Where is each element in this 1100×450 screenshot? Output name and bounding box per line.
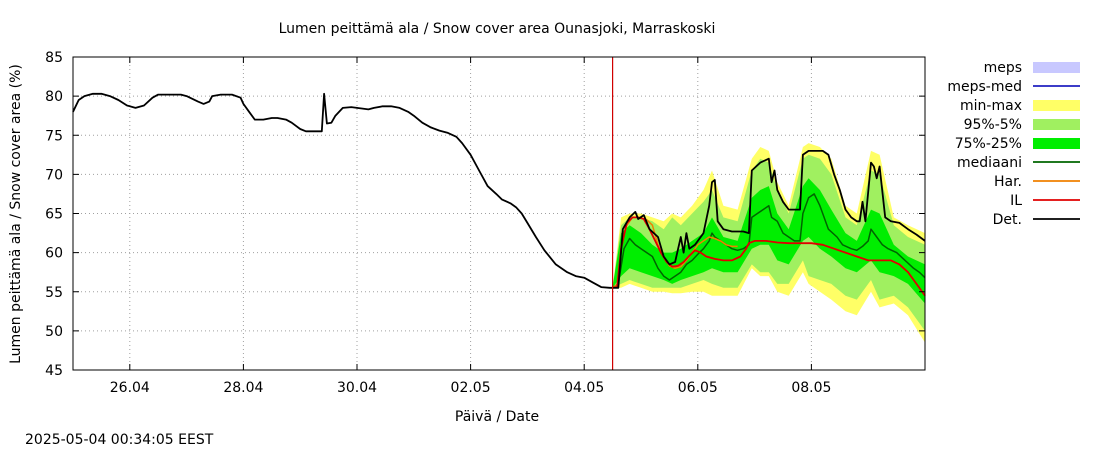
line-mediaani [612, 193, 926, 289]
timestamp: 2025-05-04 00:34:05 EEST [25, 432, 214, 448]
x-tick-label: 06.05 [678, 380, 718, 396]
line-det [612, 149, 926, 289]
legend-label-det: Det. [993, 212, 1022, 228]
y-tick-label: 50 [45, 324, 63, 340]
y-tick-label: 55 [45, 285, 63, 301]
x-tick-label: 04.05 [564, 380, 604, 396]
legend-label-har: Har. [994, 174, 1022, 190]
y-tick-label: 75 [45, 128, 63, 144]
y-tick-label: 65 [45, 207, 63, 223]
legend-swatch-min_max [1033, 100, 1080, 111]
legend-label-p75_25: 75%-25% [955, 136, 1022, 152]
y-tick-label: 80 [45, 89, 63, 105]
series-lines [72, 57, 926, 370]
legend-swatch-meps [1033, 62, 1080, 73]
y-tick-label: 70 [45, 167, 63, 183]
y-tick-label: 85 [45, 50, 63, 66]
legend: meps meps-med min-max 95%-5% 75%-25% mediaani… [947, 60, 1080, 228]
x-tick-label: 26.04 [110, 380, 150, 396]
x-tick-label: 08.05 [791, 380, 831, 396]
x-axis-label: Päivä / Date [455, 409, 539, 425]
line-observed [72, 92, 613, 289]
legend-label-il: IL [1010, 193, 1022, 209]
y-tick-label: 45 [45, 363, 63, 379]
legend-swatch-p75_25 [1033, 138, 1080, 149]
legend-label-p95_5: 95%-5% [964, 117, 1022, 133]
x-tick-label: 02.05 [451, 380, 491, 396]
legend-label-mediaani: mediaani [957, 155, 1022, 171]
axis-ticks: 45 50 55 60 65 70 75 80 85 26.04 28.04 30.04 02.05 04… [45, 50, 925, 396]
legend-label-meps: meps [984, 60, 1022, 76]
x-tick-label: 30.04 [337, 380, 377, 396]
y-tick-label: 60 [45, 246, 63, 262]
y-axis-label: Lumen peittämä ala / Snow cover area (%) [8, 64, 24, 364]
legend-label-meps_med: meps-med [947, 79, 1022, 95]
x-tick-label: 28.04 [223, 380, 263, 396]
legend-label-min_max: min-max [960, 98, 1022, 114]
chart-title: Lumen peittämä ala / Snow cover area Oun… [279, 21, 716, 37]
legend-swatch-p95_5 [1033, 119, 1080, 130]
